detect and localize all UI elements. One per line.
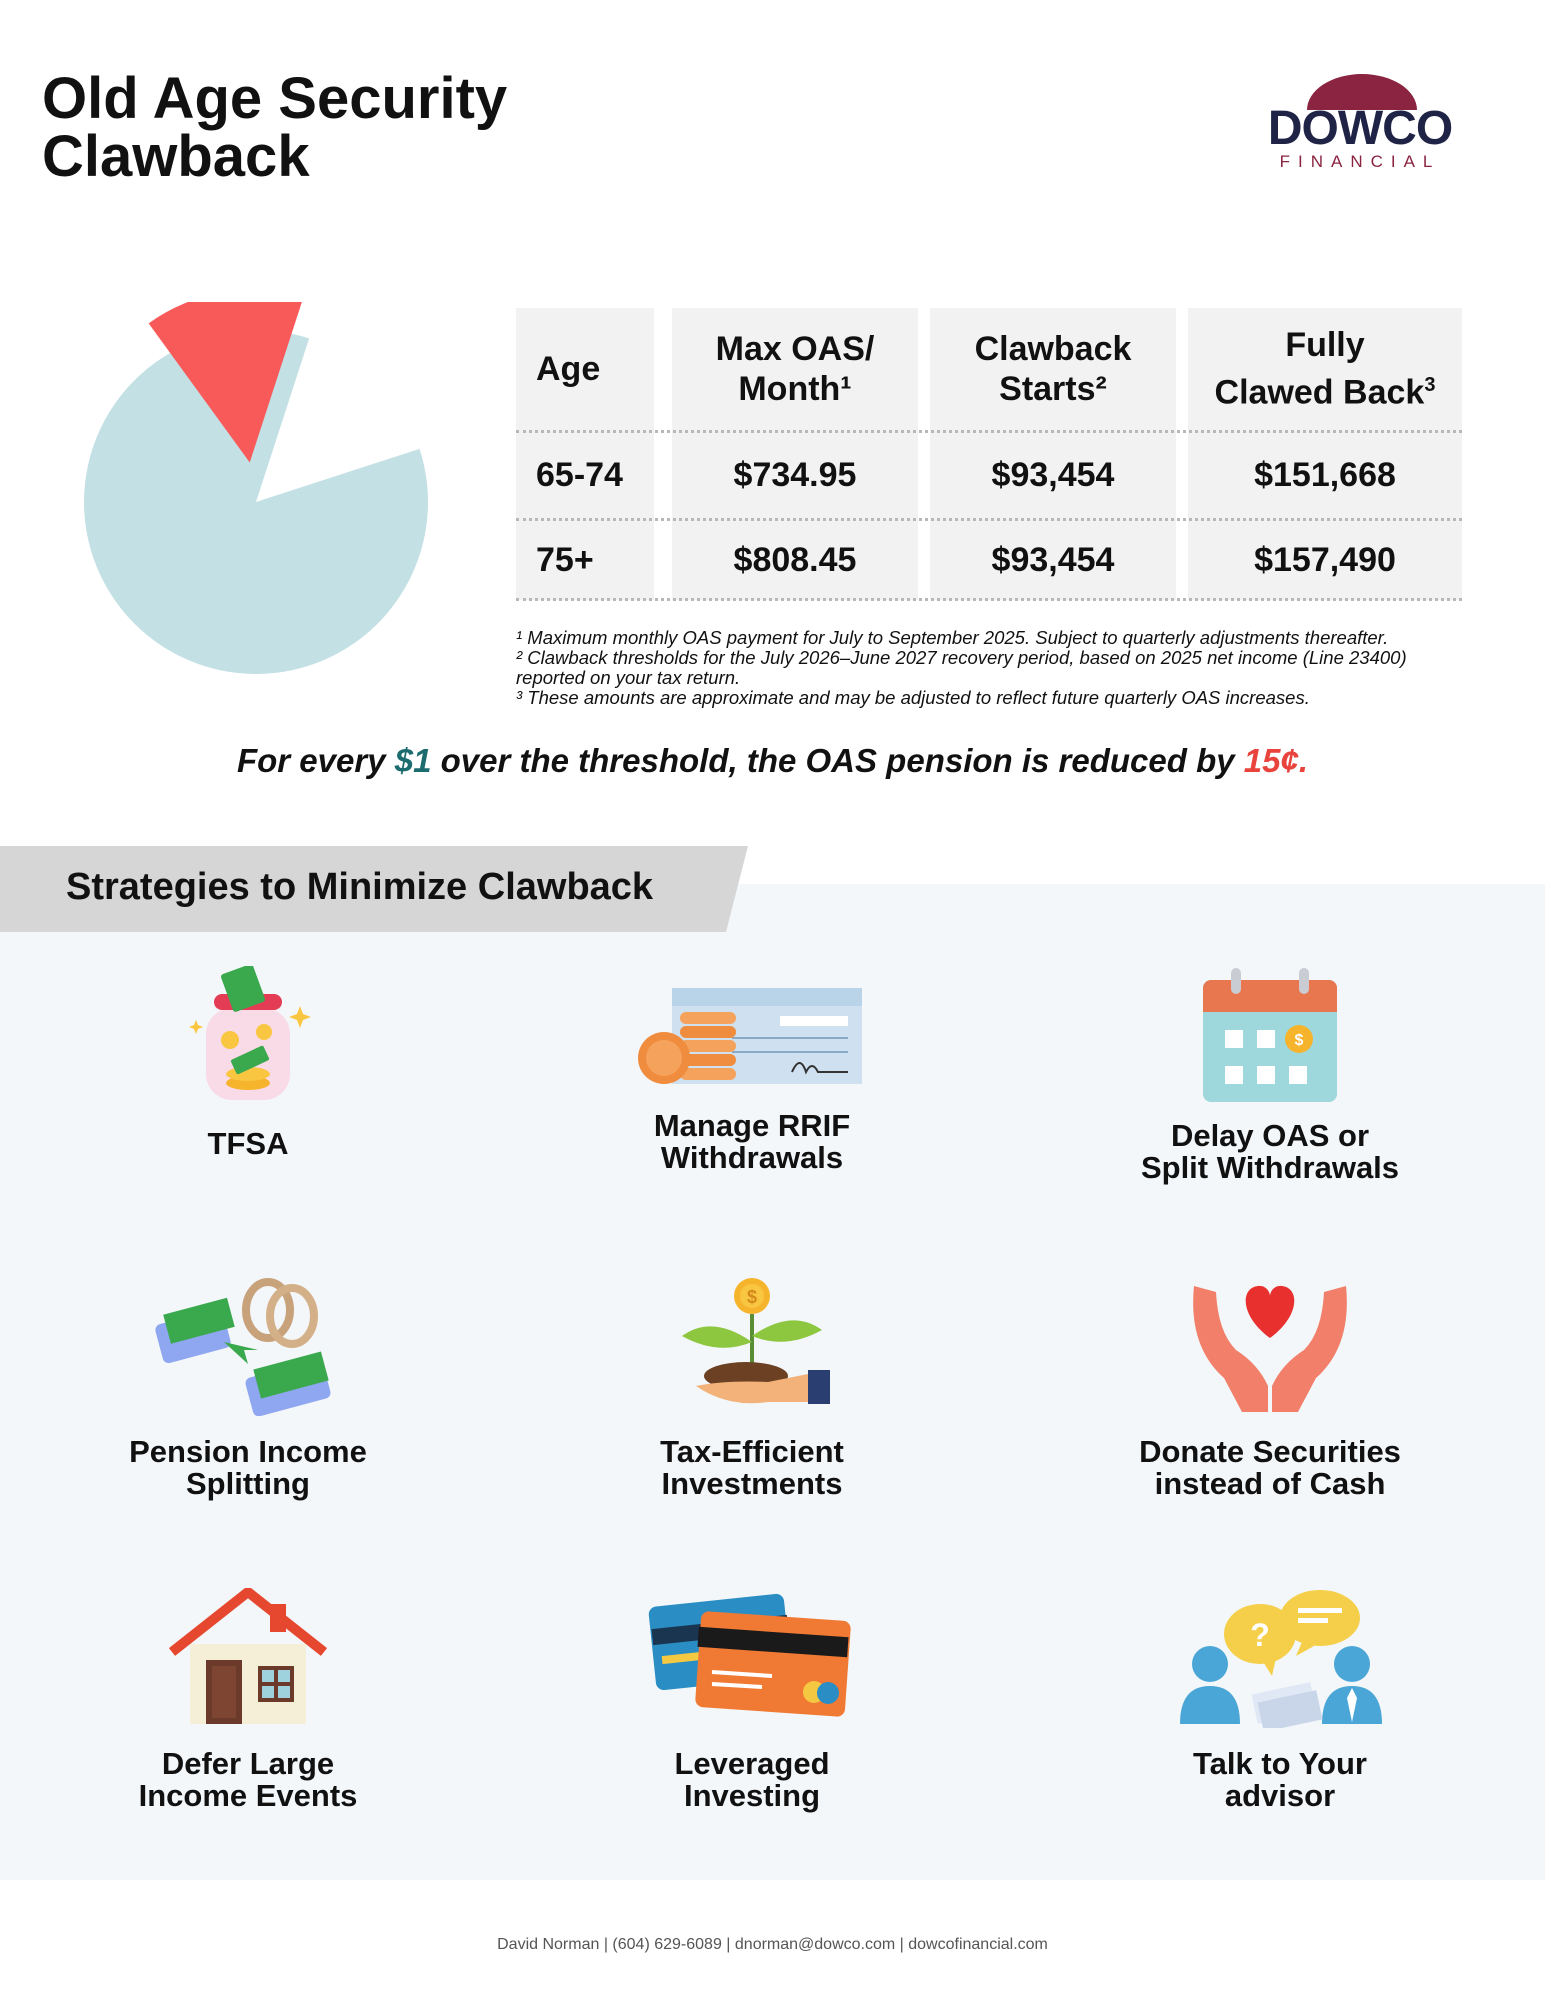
svg-text:?: ? xyxy=(1250,1617,1270,1653)
strategy-label: TFSA xyxy=(207,1126,289,1161)
table-cell-max-oas: $734.95 xyxy=(733,456,857,494)
logo-arc-icon xyxy=(1307,74,1417,110)
money-jar-icon xyxy=(189,966,311,1100)
table-divider xyxy=(516,518,1462,521)
table-divider xyxy=(516,598,1462,601)
strategy-manage-rrif: Manage RRIF Withdrawals xyxy=(532,976,972,1174)
strategy-label: Leveraged Investing xyxy=(674,1746,830,1813)
oas-pie-chart xyxy=(84,302,429,674)
advisor-chat-icon: ? xyxy=(1180,1590,1382,1728)
calendar-icon: $ xyxy=(1203,968,1337,1102)
strategies-heading: Strategies to Minimize Clawback xyxy=(66,866,654,908)
svg-text:$: $ xyxy=(747,1287,757,1307)
oas-table: Age Max OAS/Month¹ Clawback Starts² Fully… xyxy=(516,308,1462,601)
pie-slice-large xyxy=(84,330,429,674)
clawback-statement: For every $1 over the threshold, the OAS… xyxy=(236,742,1309,779)
footnote-2: ² Clawback thresholds for the July 2026–… xyxy=(516,647,1407,688)
table-cell-clawback-starts: $93,454 xyxy=(991,456,1115,494)
table-header-max-oas: Max OAS/Month¹ xyxy=(715,330,875,408)
table-column-fully-clawed xyxy=(1188,308,1462,600)
table-column-max-oas xyxy=(672,308,918,600)
house-icon xyxy=(168,1588,328,1724)
strategies-banner xyxy=(0,846,748,932)
strategy-talk-to-advisor: ? Talk to Your advisor xyxy=(1060,1588,1500,1812)
table-header-clawback-starts: Clawback Starts² xyxy=(974,330,1132,408)
title-line-2: Clawback xyxy=(42,124,310,189)
statement-dollar: $1 xyxy=(394,742,432,779)
footnote-1: ¹ Maximum monthly OAS payment for July t… xyxy=(516,627,1389,648)
table-header-fully-clawed: Fully Clawed Back3 xyxy=(1214,326,1436,412)
table-cell-age: 65-74 xyxy=(536,456,623,494)
cheque-coins-icon xyxy=(638,988,862,1084)
plant-coin-icon: $ xyxy=(682,1278,830,1404)
strategy-donate-securities: Donate Securities instead of Cash xyxy=(1050,1276,1490,1500)
page-title: Old Age Security Clawback xyxy=(42,70,507,186)
rings-money-transfer-icon xyxy=(155,1278,331,1416)
strategy-tfsa: TFSA xyxy=(28,966,468,1160)
strategy-defer-income: Defer Large Income Events xyxy=(28,1588,468,1812)
title-line-1: Old Age Security xyxy=(42,66,508,131)
strategy-pension-splitting: Pension Income Splitting xyxy=(28,1276,468,1500)
strategy-delay-oas: $ Delay OAS or Split Withdrawals xyxy=(1050,966,1490,1184)
footer-contact: David Norman | (604) 629-6089 | dnorman@… xyxy=(497,1936,1048,1953)
footnote-3: ³ These amounts are approximate and may … xyxy=(516,687,1310,708)
strategy-label: Manage RRIF Withdrawals xyxy=(653,1108,851,1175)
strategy-label: Delay OAS or Split Withdrawals xyxy=(1140,1118,1400,1185)
table-cell-age: 75+ xyxy=(536,541,594,579)
logo-name: DOWCO xyxy=(1267,102,1453,155)
table-cell-clawback-starts: $93,454 xyxy=(991,541,1115,579)
strategy-label: Defer Large Income Events xyxy=(138,1746,358,1813)
table-divider xyxy=(516,430,1462,433)
strategy-label: Pension Income Splitting xyxy=(129,1434,367,1501)
pie-slice-small xyxy=(148,302,302,463)
strategy-label: Talk to Your advisor xyxy=(1193,1746,1367,1813)
footnotes: ¹ Maximum monthly OAS payment for July t… xyxy=(516,628,1476,708)
table-cell-fully-clawed: $151,668 xyxy=(1254,456,1396,494)
strategy-label: Donate Securities instead of Cash xyxy=(1139,1434,1401,1501)
strategy-tax-efficient: $ Tax-Efficient Investments xyxy=(532,1276,972,1500)
table-cell-fully-clawed: $157,490 xyxy=(1254,541,1396,579)
strategy-leveraged-investing: Leveraged Investing xyxy=(532,1588,972,1812)
table-cell-max-oas: $808.45 xyxy=(733,541,857,579)
strategy-label: Tax-Efficient Investments xyxy=(660,1434,844,1501)
table-column-age xyxy=(516,308,654,600)
company-logo: DOWCO FINANCIAL xyxy=(1255,74,1465,174)
table-header-age: Age xyxy=(536,350,601,388)
table-column-clawback-starts xyxy=(930,308,1176,600)
statement-cents: 15¢. xyxy=(1243,742,1309,779)
credit-cards-icon xyxy=(648,1593,851,1717)
logo-subtitle: FINANCIAL xyxy=(1279,152,1441,171)
svg-text:$: $ xyxy=(1295,1032,1304,1049)
hands-heart-icon xyxy=(1193,1285,1347,1412)
